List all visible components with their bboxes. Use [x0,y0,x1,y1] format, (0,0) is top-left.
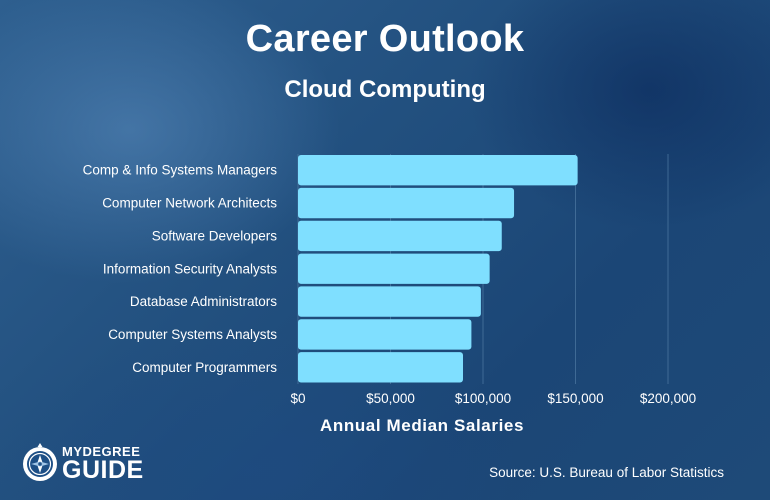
source-note: Source: U.S. Bureau of Labor Statistics [489,465,724,480]
category-label: Database Administrators [130,294,277,309]
category-label: Comp & Info Systems Managers [83,163,278,178]
category-label: Software Developers [152,228,278,243]
bars [298,155,578,383]
bar [298,187,515,219]
x-tick-label: $0 [290,391,305,406]
category-labels: Comp & Info Systems Managers Computer Net… [83,163,278,375]
bar [298,220,502,252]
x-tick-label: $50,000 [366,391,415,406]
logo-text-bottom: GUIDE [62,456,144,484]
chart-subtitle: Cloud Computing [284,76,486,103]
x-tick-label: $100,000 [455,391,511,406]
compass-icon [23,443,57,481]
category-label: Computer Network Architects [102,196,277,211]
category-label: Information Security Analysts [103,261,277,276]
bar [298,286,481,317]
bar [298,253,490,284]
category-label: Computer Programmers [132,360,277,375]
chart-title: Career Outlook [245,18,525,60]
x-tick-labels: $0 $50,000 $100,000 $150,000 $200,000 [290,391,696,406]
x-tick-label: $150,000 [547,391,603,406]
bar [298,352,464,383]
bar [298,319,472,350]
logo-text-top: MYDEGREE [62,444,141,459]
x-tick-label: $200,000 [640,391,696,406]
x-axis-label: Annual Median Salaries [319,416,525,435]
mydegreeguide-logo: MYDEGREE GUIDE [18,441,148,485]
category-label: Computer Systems Analysts [108,327,277,342]
bar [298,155,578,186]
